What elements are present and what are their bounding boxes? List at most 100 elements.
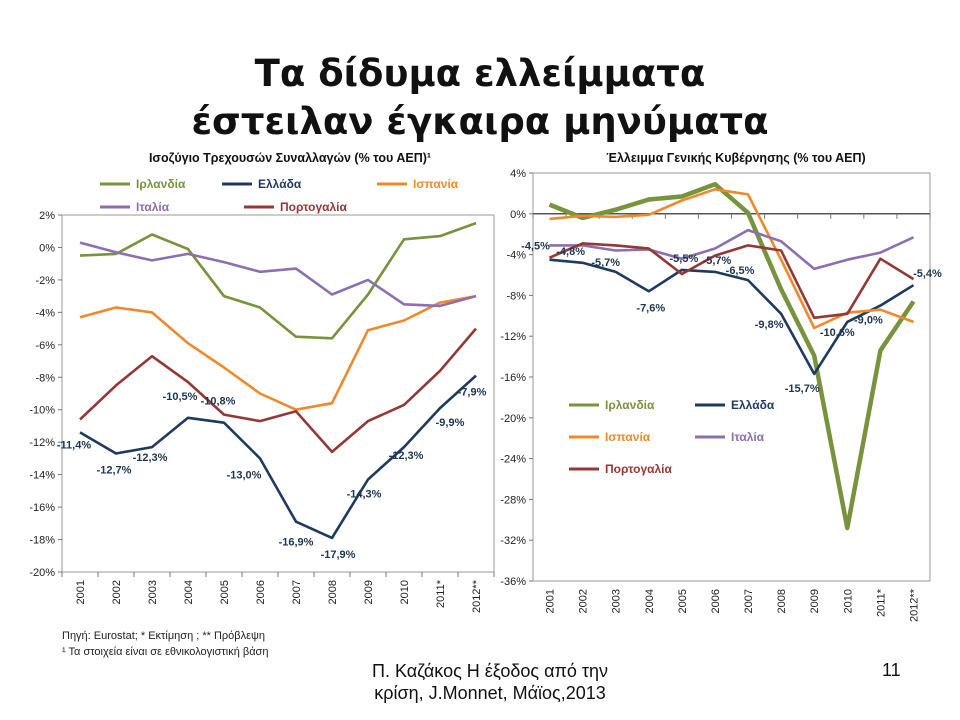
chart-1-xtick-label: 2004	[183, 580, 195, 604]
chart-1-ytick-label: -4%	[35, 307, 55, 319]
chart-1-data-label: -10,5%	[163, 391, 198, 403]
chart-1-legend-label-greece: Ελλάδα	[258, 177, 302, 191]
chart-2-ytick-label: -32%	[500, 535, 526, 547]
footer-line2: κρίση, J.Monnet, Μάϊος,2013	[374, 683, 606, 703]
slide-panel	[0, 48, 960, 668]
chart-1-ytick-label: -8%	[35, 372, 55, 384]
chart-2-data-label: -5,7%	[591, 257, 620, 269]
chart-1-ytick-label: 0%	[39, 242, 55, 254]
chart-1-xtick-label: 2002	[111, 580, 123, 604]
chart-2-data-label: -9,0%	[854, 315, 883, 327]
chart-2-xtick-label: 2006	[710, 589, 722, 613]
chart-1-data-label: -12,3%	[389, 450, 424, 462]
chart-2-data-label: -7,6%	[636, 302, 665, 314]
slide-title-line2: έστειλαν έγκαιρα μηνύματα	[191, 100, 769, 143]
chart-2-data-label: -10,6%	[820, 327, 855, 339]
chart-1-data-label: -11,4%	[57, 439, 91, 451]
chart-2-data-label: -5,7%	[703, 255, 732, 267]
chart-2-ytick-label: -16%	[500, 372, 526, 384]
chart-2-xtick-label: 2004	[644, 589, 656, 613]
chart-1-legend-label-spain: Ισπανία	[413, 177, 459, 191]
chart-2-ytick-label: -4%	[506, 250, 526, 262]
chart-1-xtick-label: 2005	[219, 580, 231, 604]
chart-1-data-label: -10,8%	[201, 396, 236, 408]
chart-2-legend-label-ireland: Ιρλανδία	[605, 398, 655, 412]
chart-notes: Πηγή: Eurostat; * Εκτίμηση ; ** Πρόβλεψη…	[62, 628, 268, 660]
chart-1-xtick-label: 2009	[363, 580, 375, 604]
chart-2-xtick-label: 2012**	[908, 588, 920, 622]
chart-1-series-spain	[79, 294, 477, 412]
chart-1-title: Ισοζύγιο Τρεχουσών Συναλλαγών (% του ΑΕΠ…	[149, 151, 431, 165]
chart-2-ytick-label: 0%	[510, 209, 526, 221]
chart-1-ytick-label: -6%	[35, 340, 55, 352]
chart-1-xtick-label: 2011*	[435, 579, 447, 608]
chart-2-xtick-label: 2003	[611, 589, 623, 613]
chart-2-ytick-label: -36%	[500, 576, 526, 588]
chart-2-xtick-label: 2001	[545, 589, 557, 613]
chart-1-legend-label-portugal: Πορτογαλία	[280, 200, 347, 214]
chart-2-xtick-label: 2009	[809, 589, 821, 613]
chart-1-ytick-label: -2%	[35, 275, 55, 287]
chart-1-series-ireland	[79, 221, 477, 340]
slide-title-line1: Τα δίδυμα ελλείμματα	[254, 52, 706, 95]
chart-1-data-label: -7,9%	[458, 387, 487, 399]
footer-line1: Π. Καζάκος Η έξοδος από την	[371, 661, 609, 681]
chart-1-legend-label-ireland: Ιρλανδία	[136, 177, 186, 191]
footnote: ¹ Τα στοιχεία είναι σε εθνικολογιστική β…	[62, 646, 269, 658]
chart-2-ytick-label: -12%	[500, 331, 526, 343]
chart-1-xtick-label: 2007	[291, 580, 303, 604]
chart-1-xtick-label: 2012**	[471, 579, 483, 613]
chart-1-ytick-label: -10%	[29, 405, 55, 417]
slide-footer: Π. Καζάκος Η έξοδος από την κρίση, J.Mon…	[340, 660, 640, 704]
chart-1-data-label: -16,9%	[279, 537, 314, 549]
chart-2-legend-label-portugal: Πορτογαλία	[605, 462, 672, 476]
chart-1-ytick-label: -14%	[29, 470, 55, 482]
chart-2-data-label: -6,5%	[726, 265, 755, 277]
chart-2-legend-label-spain: Ισπανία	[605, 430, 651, 444]
chart-2-ytick-label: 4%	[510, 168, 526, 180]
chart-2-xtick-label: 2005	[677, 589, 689, 613]
chart-1-xtick-label: 2006	[255, 580, 267, 604]
chart-2-series-spain	[549, 188, 914, 330]
chart-2-data-label: -4,8%	[556, 246, 585, 258]
chart-2-ytick-label: -28%	[500, 494, 526, 506]
chart-2-xtick-label: 2007	[743, 589, 755, 613]
chart-2-series-portugal	[548, 242, 915, 320]
chart-1-ytick-label: -20%	[29, 567, 55, 579]
chart-2-frame	[532, 172, 931, 582]
chart-2-legend-label-italy: Ιταλία	[731, 430, 765, 444]
chart-1-data-label: -12,3%	[133, 452, 168, 464]
source-note: Πηγή: Eurostat; * Εκτίμηση ; ** Πρόβλεψη	[62, 630, 265, 642]
chart-2-series-greece	[549, 258, 915, 376]
chart-1-xtick-label: 2003	[147, 580, 159, 604]
chart-2-data-label: -5,4%	[913, 268, 942, 280]
chart-2-xtick-label: 2011*	[875, 588, 887, 617]
chart-2-data-label: -4,5%	[521, 241, 550, 253]
chart-1-ytick-label: -16%	[29, 502, 55, 514]
chart-1-ytick-label: -18%	[29, 535, 55, 547]
slide-title: Τα δίδυμα ελλείμματα έστειλαν έγκαιρα μη…	[0, 50, 960, 146]
chart-1-data-label: -14,3%	[347, 489, 382, 501]
chart-2-data-label: -15,7%	[785, 383, 820, 395]
chart-1-frame	[61, 214, 495, 573]
chart-1-xtick-label: 2010	[399, 580, 411, 604]
chart-2-ytick-label: -8%	[506, 290, 526, 302]
chart-2-series-ireland	[548, 181, 916, 531]
chart-2-xtick-label: 2002	[578, 589, 590, 613]
chart-1-legend-label-italy: Ιταλία	[136, 200, 170, 214]
chart-1-data-label: -13,0%	[227, 469, 262, 481]
chart-2-legend-label-greece: Ελλάδα	[731, 398, 775, 412]
chart-1-series-portugal	[79, 327, 477, 454]
chart-1-data-label: -12,7%	[97, 465, 132, 477]
chart-1-xtick-label: 2001	[75, 580, 87, 604]
chart-1-ytick-label: 2%	[39, 210, 55, 222]
chart-2-data-label: -5,5%	[670, 253, 699, 265]
chart-1-ytick-label: -12%	[29, 437, 55, 449]
page-number: 11	[882, 660, 901, 680]
chart-2-xtick-label: 2008	[776, 589, 788, 613]
chart-2-title: Έλλειμμα Γενικής Κυβέρνησης (% του ΑΕΠ)	[606, 151, 865, 165]
chart-1-series-greece	[79, 374, 477, 540]
chart-1-series-italy	[79, 241, 477, 308]
chart-2-xtick-label: 2010	[842, 589, 854, 613]
